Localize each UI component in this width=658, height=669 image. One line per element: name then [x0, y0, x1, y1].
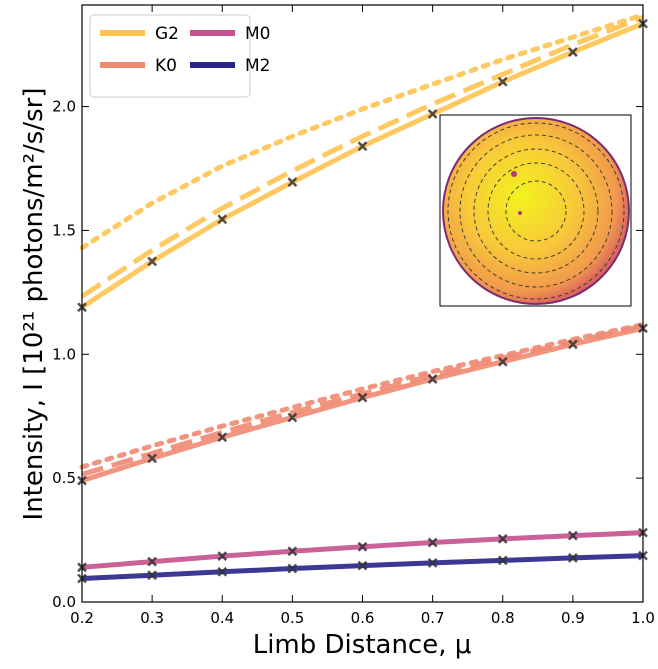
point-marker — [287, 563, 298, 574]
series-line — [81, 325, 644, 484]
x-tick-label: 0.5 — [280, 609, 304, 627]
point-marker — [357, 141, 368, 152]
x-tick-label: 0.9 — [561, 609, 585, 627]
series-line — [79, 12, 646, 251]
point-marker — [147, 256, 158, 267]
x-tick-label: 0.6 — [351, 609, 375, 627]
point-marker — [287, 177, 298, 188]
plot-frame — [81, 4, 644, 603]
point-marker — [497, 555, 508, 566]
spot — [511, 171, 517, 177]
contour-rings — [447, 122, 625, 300]
point-marker — [427, 557, 438, 568]
x-tick-label: 0.7 — [421, 609, 445, 627]
point-marker — [567, 339, 578, 350]
y-tick-label: 1.0 — [52, 345, 76, 363]
y-tick-label: 0.5 — [52, 469, 76, 487]
point-marker — [217, 214, 228, 225]
point-marker — [427, 374, 438, 384]
point-marker — [217, 566, 228, 577]
point-marker — [567, 553, 578, 563]
point-marker — [217, 432, 228, 443]
spot — [518, 211, 522, 215]
point-marker — [427, 109, 438, 119]
x-tick-label: 0.3 — [140, 609, 164, 627]
point-marker — [217, 551, 228, 562]
y-axis-label: Intensity, I [10²¹ photons/m²/s/sr] — [19, 88, 49, 521]
y-tick-label: 2.0 — [52, 98, 76, 116]
x-tick-label: 1.0 — [631, 609, 655, 627]
x-tick-label: 0.2 — [70, 609, 94, 627]
point-marker — [287, 546, 298, 557]
series-line — [81, 530, 644, 570]
series-line — [80, 15, 644, 299]
point-marker — [357, 541, 368, 552]
legend-label: G2 — [155, 24, 179, 44]
point-marker — [287, 412, 298, 423]
legend-label: K0 — [155, 56, 177, 76]
point-marker — [357, 392, 368, 403]
series-line — [81, 323, 644, 477]
star-disc — [442, 117, 630, 305]
x-axis-label: Limb Distance, μ — [253, 630, 472, 660]
point-marker — [147, 556, 158, 567]
point-marker — [497, 356, 508, 367]
point-marker — [567, 530, 578, 541]
y-tick-label: 0.0 — [52, 593, 76, 611]
point-marker — [147, 570, 158, 581]
point-marker — [427, 537, 438, 548]
point-marker — [497, 533, 508, 544]
point-marker — [567, 47, 578, 57]
point-marker — [357, 560, 368, 571]
inset-image — [439, 114, 632, 307]
x-tick-label: 0.4 — [210, 609, 234, 627]
y-tick-label: 1.5 — [52, 221, 76, 239]
point-marker — [497, 76, 508, 87]
x-tick-label: 0.8 — [491, 609, 515, 627]
legend-label: M2 — [245, 56, 270, 76]
legend-label: M0 — [245, 24, 270, 44]
point-marker — [147, 453, 158, 464]
